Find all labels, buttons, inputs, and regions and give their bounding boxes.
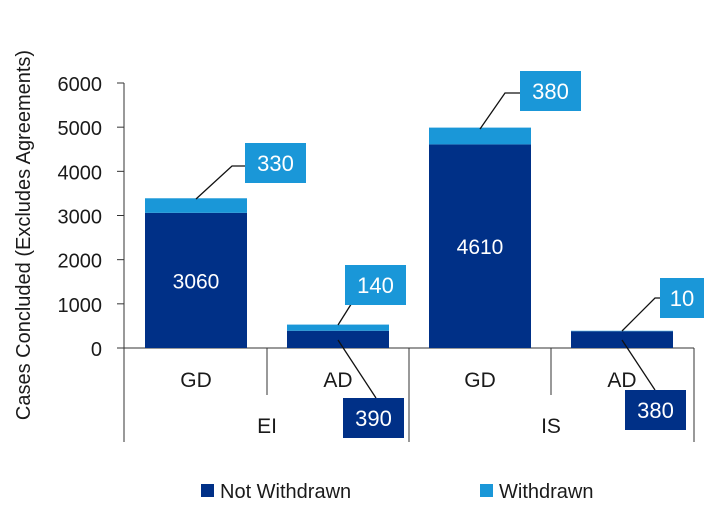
callout-text: 330 [257,151,294,176]
x-group-label: IS [541,415,561,438]
callout-text: 380 [637,398,674,423]
callout-label: 330 [195,143,306,200]
callout-text: 140 [357,273,394,298]
y-tick-label: 5000 [58,118,103,140]
callout-leader-line [621,297,660,332]
callout-label: 140 [337,265,406,326]
legend-item: Not Withdrawn [201,481,351,503]
x-category-label: AD [607,369,636,392]
legend-swatch [201,484,214,497]
legend-label: Not Withdrawn [220,481,351,503]
callout-text: 390 [355,406,392,431]
y-tick-label: 6000 [58,74,103,96]
y-axis-title: Cases Concluded (Excludes Agreements) [13,50,35,420]
callout-box [245,143,306,183]
callout-box [660,278,704,318]
callout-leader-line [479,92,520,130]
bar-value-label: 4610 [457,236,504,259]
y-tick-label: 2000 [58,251,103,273]
y-tick-label: 4000 [58,162,103,184]
callout-text: 10 [670,286,694,311]
y-tick-label: 0 [91,339,102,361]
bar-withdrawn [429,127,531,145]
bar-withdrawn [287,324,389,331]
callout-label: 380 [621,339,686,430]
callout-label: 380 [479,71,581,130]
callout-box [343,398,404,438]
callout-label: 390 [337,339,404,438]
callout-text: 380 [532,79,569,104]
bar-not-withdrawn [145,212,247,348]
bar-not-withdrawn [429,144,531,348]
callout-leader-line [195,165,245,200]
x-category-label: GD [464,369,496,392]
x-category-label: AD [323,369,352,392]
x-category-label: GD [180,369,212,392]
legend-swatch [480,484,493,497]
x-group-label: EI [257,415,277,438]
bar-not-withdrawn [287,330,389,348]
legend-item: Withdrawn [480,481,593,503]
bar-not-withdrawn [571,331,673,348]
bar-withdrawn [145,198,247,213]
callout-box [345,265,406,305]
legend-label: Withdrawn [499,481,593,503]
bar-value-label: 3060 [173,270,220,293]
y-tick-label: 3000 [58,207,103,229]
y-tick-label: 1000 [58,295,103,317]
callout-label: 10 [621,278,704,332]
callout-leader-line [621,339,656,391]
callout-box [625,390,686,430]
callout-box [520,71,581,111]
callout-leader-line [337,339,377,399]
